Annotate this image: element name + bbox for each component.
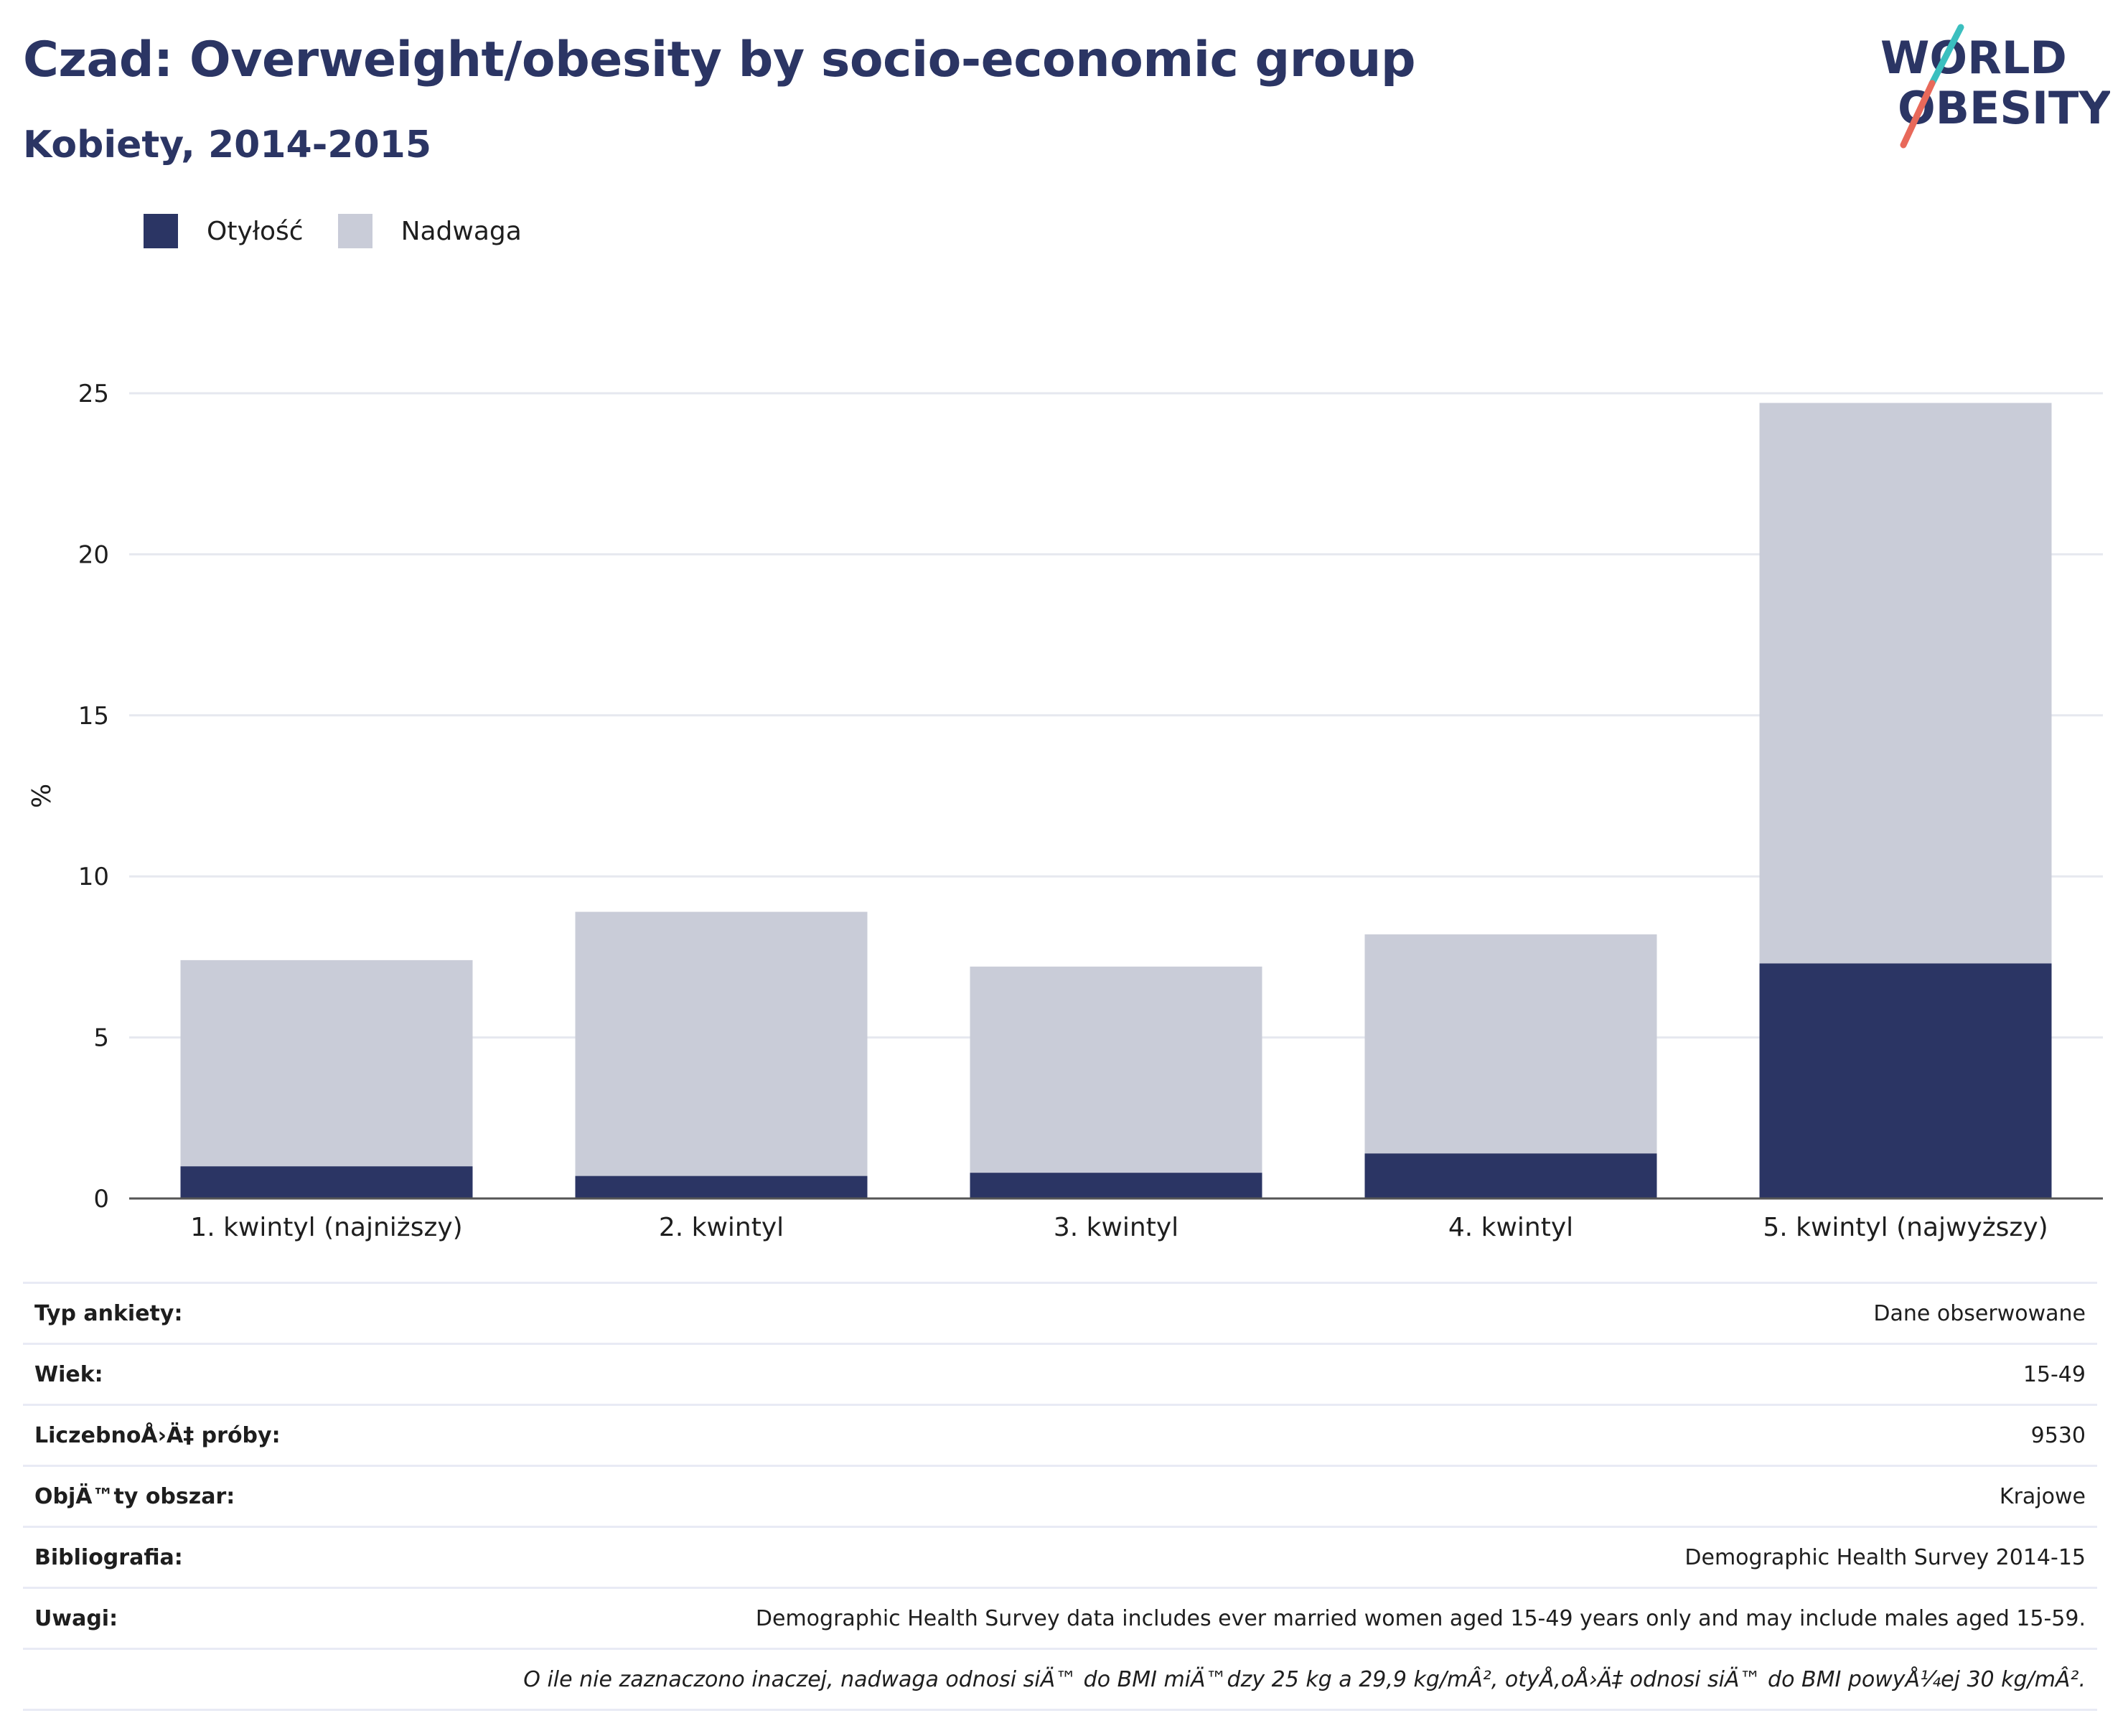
legend-swatch-nadwaga [337, 214, 372, 248]
x-tick-label: 1. kwintyl (najniższy) [190, 1213, 462, 1242]
bar-segment-otylosc [1759, 963, 2052, 1198]
meta-note-row: O ile nie zaznaczono inaczej, nadwaga od… [23, 1648, 2097, 1711]
meta-key: Bibliografia: [23, 1526, 367, 1588]
logo-line1: WORLD [1880, 32, 2067, 84]
bar-segment-otylosc [1364, 1153, 1657, 1198]
bar-segment-nadwaga [1759, 403, 2052, 964]
bar-segment-nadwaga [575, 911, 868, 1176]
legend-label-nadwaga: Nadwaga [400, 216, 522, 246]
meta-row: Uwagi: Demographic Health Survey data in… [23, 1587, 2097, 1649]
y-tick-label: 5 [93, 1024, 109, 1053]
metadata-table: Typ ankiety: Dane obserwowane Wiek: 15-4… [23, 1282, 2097, 1711]
y-tick-label: 25 [78, 380, 109, 408]
bar-segment-otylosc [970, 1173, 1262, 1198]
x-tick-label: 2. kwintyl [659, 1213, 784, 1242]
x-tick-label: 3. kwintyl [1054, 1213, 1178, 1242]
legend-item-otylosc: Otyłość [144, 214, 304, 248]
y-axis-label: % [27, 784, 57, 808]
meta-value: 15-49 [367, 1343, 2097, 1405]
meta-value: 9530 [367, 1404, 2097, 1466]
bar-segment-nadwaga [1364, 934, 1657, 1154]
meta-note: O ile nie zaznaczono inaczej, nadwaga od… [23, 1648, 2097, 1711]
x-tick-label: 4. kwintyl [1448, 1213, 1573, 1242]
bar-segment-otylosc [575, 1176, 868, 1198]
meta-key: Wiek: [23, 1343, 367, 1405]
y-tick-label: 10 [78, 863, 109, 891]
meta-row: Wiek: 15-49 [23, 1343, 2097, 1405]
legend-swatch-otylosc [144, 214, 178, 248]
meta-row: ObjÄ™ty obszar: Krajowe [23, 1465, 2097, 1527]
y-tick-label: 15 [78, 702, 109, 731]
meta-row: Bibliografia: Demographic Health Survey … [23, 1526, 2097, 1588]
x-tick-label: 5. kwintyl (najwyższy) [1763, 1213, 2048, 1242]
meta-key: ObjÄ™ty obszar: [23, 1465, 367, 1527]
logo-line2: OBESITY [1898, 82, 2110, 134]
bar-chart: 0 5 10 15 20 25% 1. kwintyl (najniższy) 2. kwin… [27, 380, 2103, 1242]
chart-legend: Otyłość Nadwaga [144, 214, 556, 248]
chart-subtitle: Kobiety, 2014-2015 [23, 123, 432, 166]
meta-value: Dane obserwowane [367, 1282, 2097, 1344]
meta-value: Demographic Health Survey 2014-15 [367, 1526, 2097, 1588]
y-tick-label: 20 [78, 540, 109, 569]
bar-segment-nadwaga [970, 966, 1262, 1173]
meta-row: LiczebnoÅ›Ä‡ próby: 9530 [23, 1404, 2097, 1466]
meta-row: Typ ankiety: Dane obserwowane [23, 1282, 2097, 1344]
chart-title: Czad: Overweight/obesity by socio-econom… [23, 32, 1416, 88]
world-obesity-logo: WORLD OBESITY [1880, 24, 2110, 149]
legend-item-nadwaga: Nadwaga [337, 214, 522, 248]
legend-label-otylosc: Otyłość [207, 216, 304, 246]
meta-value: Krajowe [367, 1465, 2097, 1527]
meta-key: Uwagi: [23, 1587, 367, 1649]
bar-segment-otylosc [180, 1166, 473, 1198]
y-tick-label: 0 [93, 1185, 109, 1214]
logo-slash-coral [1900, 80, 1936, 149]
logo-slash-teal [1928, 24, 1964, 87]
meta-value: Demographic Health Survey data includes … [367, 1587, 2097, 1649]
bar-segment-nadwaga [180, 960, 473, 1167]
meta-key: Typ ankiety: [23, 1282, 367, 1344]
meta-key: LiczebnoÅ›Ä‡ próby: [23, 1404, 367, 1466]
